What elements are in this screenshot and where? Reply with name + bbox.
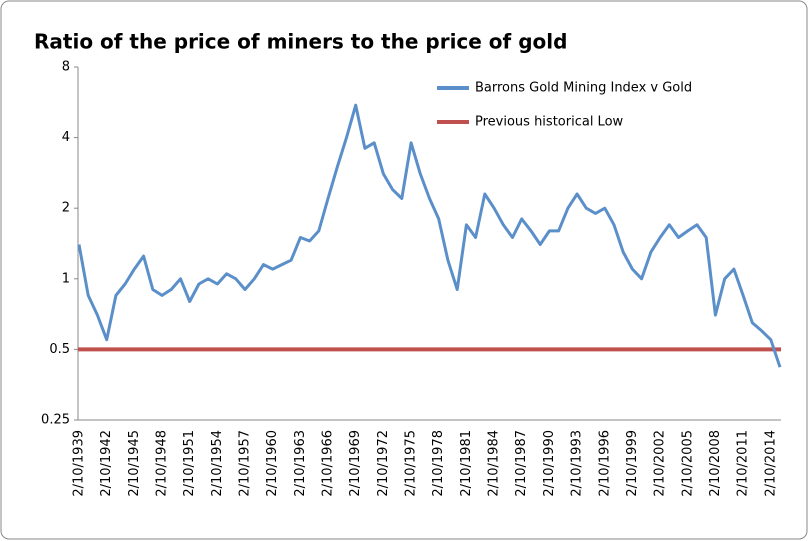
x-tick-label: 2/10/1957	[238, 430, 253, 497]
x-tick-label: 2/10/1999	[625, 430, 640, 497]
x-tick-label: 2/10/1978	[431, 430, 446, 497]
chart-title: Ratio of the price of miners to the pric…	[34, 30, 567, 54]
y-tick-label: 2	[62, 201, 70, 216]
legend-label: Previous historical Low	[475, 115, 624, 130]
x-tick-label: 2/10/1987	[514, 430, 529, 497]
x-tick-label: 2/10/1960	[265, 430, 280, 497]
x-tick-label: 2/10/2014	[763, 430, 778, 497]
x-tick-label: 2/10/2005	[680, 430, 695, 497]
x-tick-label: 2/10/1948	[155, 430, 170, 497]
x-tick-label: 2/10/1945	[127, 430, 142, 497]
x-tick-label: 2/10/1984	[487, 430, 502, 497]
x-tick-label: 2/10/1981	[459, 430, 474, 497]
y-tick-label: 8	[62, 60, 70, 75]
x-tick-label: 2/10/1975	[404, 430, 419, 497]
y-tick-label: 1	[62, 271, 70, 286]
x-tick-label: 2/10/1972	[376, 430, 391, 497]
x-tick-label: 2/10/1993	[570, 430, 585, 497]
data-line	[77, 103, 782, 368]
x-tick-label: 2/10/2002	[653, 430, 668, 497]
x-tick-label: 2/10/1966	[321, 430, 336, 497]
legend-label: Barrons Gold Mining Index v Gold	[475, 81, 692, 96]
x-tick-label: 2/10/1990	[542, 430, 557, 497]
x-tick-label: 2/10/1951	[182, 430, 197, 497]
x-tick-label: 2/10/1963	[293, 430, 308, 497]
y-tick-label: 4	[62, 130, 70, 145]
x-tick-label: 2/10/2008	[708, 430, 723, 497]
y-tick-label: 0.5	[49, 342, 70, 357]
x-tick-label: 2/10/1939	[72, 430, 87, 497]
x-tick-label: 2/10/1969	[348, 430, 363, 497]
y-tick-label: 0.25	[41, 413, 70, 428]
x-tick-label: 2/10/1942	[99, 430, 114, 497]
x-tick-label: 2/10/1954	[210, 430, 225, 497]
x-tick-label: 2/10/2011	[736, 430, 751, 497]
x-tick-label: 2/10/1996	[597, 430, 612, 497]
